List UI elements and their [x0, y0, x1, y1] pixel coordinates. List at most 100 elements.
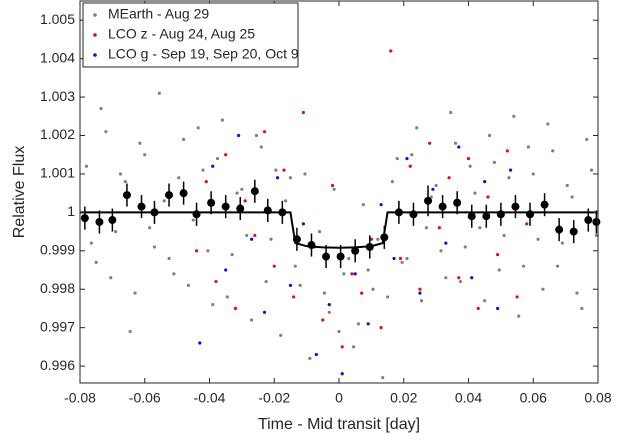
data-point [447, 176, 451, 180]
data-point [288, 283, 293, 287]
data-point [332, 187, 336, 191]
data-point [505, 149, 509, 153]
binned-point [137, 202, 146, 211]
data-point [220, 118, 225, 122]
y-tick-label: 1.001 [40, 165, 75, 181]
y-axis-label: Relative Flux [11, 146, 28, 238]
data-point [233, 306, 237, 311]
binned-point [584, 216, 593, 225]
y-tick-label: 1.002 [40, 126, 75, 142]
data-point [301, 222, 305, 226]
data-point [215, 156, 220, 161]
data-point [347, 256, 351, 261]
data-point [245, 233, 249, 238]
binned-point [351, 246, 360, 255]
data-point [405, 256, 409, 261]
data-point [191, 218, 195, 222]
legend-label: LCO g - Sep 19, Sep 20, Oct 9 [108, 46, 299, 62]
binned-point [165, 191, 174, 200]
data-point [531, 172, 535, 176]
data-point [444, 241, 448, 245]
data-point [128, 329, 132, 334]
data-point [224, 153, 228, 157]
data-point [298, 283, 302, 287]
data-point [517, 314, 521, 318]
data-point [194, 249, 199, 253]
data-point [186, 283, 191, 287]
data-point [444, 276, 448, 280]
data-point [458, 279, 463, 284]
binned-point [424, 196, 433, 205]
data-point [211, 303, 215, 307]
data-point [437, 226, 441, 230]
data-point [541, 287, 545, 291]
data-point [262, 130, 267, 134]
x-tick-label: -0.08 [64, 390, 96, 406]
data-point [104, 130, 108, 134]
data-point [483, 180, 487, 184]
data-point [214, 279, 218, 284]
data-point [340, 345, 344, 349]
data-point [449, 110, 453, 115]
data-point [424, 226, 429, 230]
legend-marker [93, 53, 97, 57]
data-point [400, 260, 404, 264]
data-point [253, 233, 257, 238]
data-point [463, 245, 467, 249]
data-point [269, 237, 273, 241]
plot-area [80, 49, 601, 380]
data-point [395, 156, 399, 161]
data-point [162, 199, 166, 203]
data-point [356, 322, 361, 326]
data-point [418, 287, 422, 291]
binned-point [80, 214, 89, 223]
data-point [496, 306, 500, 311]
data-point [502, 233, 506, 238]
data-point [419, 299, 424, 303]
binned-point [592, 217, 601, 226]
data-point [415, 126, 419, 130]
data-point [225, 295, 229, 299]
data-point [301, 110, 305, 115]
data-point [392, 256, 396, 261]
y-tick-label: 1.003 [40, 88, 75, 104]
y-tick-label: 1.004 [40, 49, 75, 65]
data-point [240, 187, 244, 191]
data-point [167, 256, 171, 261]
data-point [565, 183, 569, 188]
binned-point [179, 189, 188, 198]
data-point [353, 272, 357, 276]
data-point [385, 295, 390, 299]
legend-marker [93, 13, 97, 17]
binned-point [482, 212, 491, 221]
data-point [575, 291, 579, 295]
data-point [196, 126, 200, 130]
data-point [235, 191, 239, 195]
data-point [371, 287, 375, 291]
data-point [418, 291, 422, 295]
data-point [204, 180, 208, 184]
data-point [274, 168, 278, 172]
binned-point [511, 202, 520, 211]
data-point [508, 168, 513, 172]
data-point [198, 341, 202, 345]
y-tick-label: 0.999 [40, 242, 75, 258]
data-point [515, 295, 519, 299]
data-point [340, 372, 344, 376]
data-point [133, 291, 137, 295]
data-point [366, 322, 370, 326]
data-point [114, 229, 118, 234]
data-point [536, 237, 540, 241]
data-point [264, 279, 268, 284]
data-point [327, 310, 331, 314]
data-point [555, 264, 560, 268]
data-point [594, 233, 598, 238]
data-point [322, 291, 327, 295]
data-point [201, 168, 205, 172]
data-point [262, 310, 267, 314]
data-point [473, 191, 477, 195]
binned-point [540, 200, 549, 209]
data-point [526, 145, 530, 149]
data-point [321, 318, 325, 322]
y-tick-label: 0.996 [40, 357, 75, 373]
